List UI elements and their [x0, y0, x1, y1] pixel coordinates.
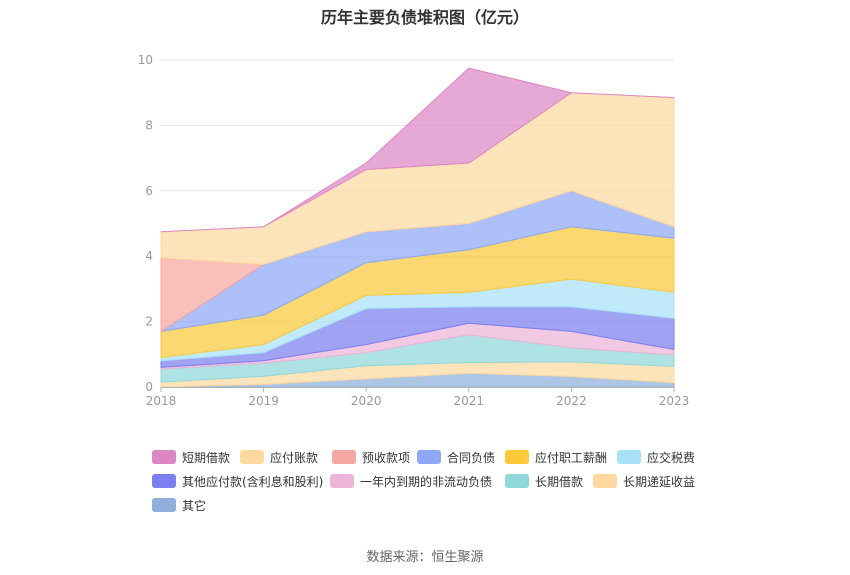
legend-item[interactable]: 其他应付款(含利息和股利) [152, 471, 323, 491]
legend-label: 应付账款 [270, 450, 319, 465]
legend-item[interactable]: 应付账款 [240, 447, 318, 467]
legend-swatch [152, 474, 176, 488]
y-tick-label: 6 [145, 184, 153, 198]
legend-swatch [593, 474, 617, 488]
legend-item[interactable]: 应付职工薪酬 [505, 447, 607, 467]
y-tick-label: 0 [145, 380, 153, 394]
x-tick-label: 2019 [248, 394, 279, 408]
legend-swatch [617, 450, 641, 464]
legend-swatch [505, 450, 529, 464]
legend-swatch [330, 474, 354, 488]
area-series-短期借款 [160, 67, 675, 233]
legend-item[interactable]: 短期借款 [152, 447, 230, 467]
chart-title: 历年主要负债堆积图（亿元） [320, 8, 529, 27]
legend-swatch [505, 474, 529, 488]
data-source: 数据来源：恒生聚源 [366, 550, 484, 565]
legend-label: 短期借款 [182, 450, 231, 465]
legend-swatch [417, 450, 441, 464]
legend-label: 应交税费 [647, 450, 696, 465]
legend-label: 合同负债 [447, 450, 496, 465]
x-tick-label: 2018 [146, 394, 177, 408]
legend-item[interactable]: 长期借款 [505, 471, 583, 491]
legend-swatch [152, 498, 176, 512]
legend-item[interactable]: 一年内到期的非流动负债 [330, 471, 492, 491]
legend-swatch [332, 450, 356, 464]
x-tick-label: 2021 [454, 394, 485, 408]
legend-item[interactable]: 合同负债 [417, 447, 495, 467]
legend-item[interactable]: 其它 [152, 495, 206, 515]
y-tick-label: 8 [145, 118, 153, 132]
x-tick-label: 2020 [351, 394, 382, 408]
legend-swatch [152, 450, 176, 464]
legend-label: 长期递延收益 [623, 474, 696, 489]
legend-label: 应付职工薪酬 [535, 450, 608, 465]
legend-item[interactable]: 预收款项 [332, 447, 410, 467]
legend-item[interactable]: 应交税费 [617, 447, 695, 467]
x-tick-label: 2023 [659, 394, 690, 408]
legend-item[interactable]: 长期递延收益 [593, 471, 695, 491]
legend-label: 一年内到期的非流动负债 [360, 474, 493, 489]
legend-label: 其它 [182, 498, 207, 513]
y-tick-label: 4 [145, 249, 153, 263]
legend-label: 其他应付款(含利息和股利) [182, 474, 324, 489]
stacked-area-chart: 0 2 4 6 8 10 2018 2019 2020 2021 2022 2023 [138, 53, 690, 408]
legend-label: 预收款项 [362, 450, 411, 465]
x-tick-label: 2022 [556, 394, 587, 408]
y-tick-label: 10 [138, 53, 153, 67]
y-tick-label: 2 [145, 315, 153, 329]
legend-swatch [240, 450, 264, 464]
legend-label: 长期借款 [535, 474, 584, 489]
